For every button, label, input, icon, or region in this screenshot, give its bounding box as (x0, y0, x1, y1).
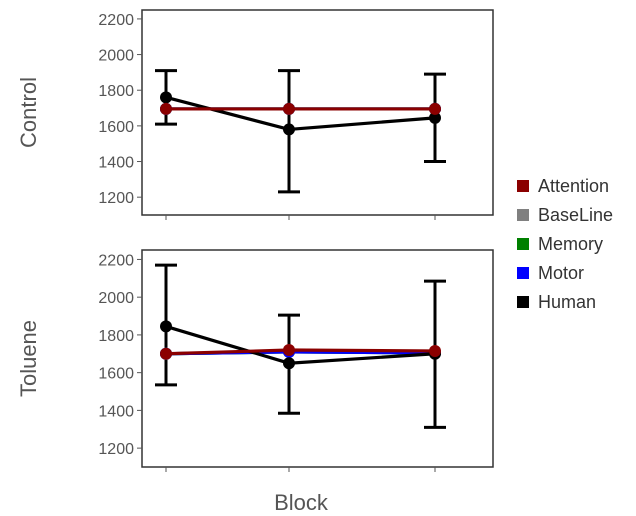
data-point (283, 344, 295, 357)
panel-label: Control (16, 77, 41, 148)
y-tick-label: 1200 (98, 190, 134, 207)
legend-label: Motor (538, 263, 584, 283)
data-point (429, 111, 441, 124)
y-tick-label: 1600 (98, 119, 134, 136)
data-point (160, 347, 172, 360)
data-point (160, 102, 172, 115)
legend-swatch (517, 296, 529, 308)
y-tick-label: 1400 (98, 155, 134, 172)
data-point (283, 357, 295, 370)
legend: Attention BaseLine Memory Motor Human (517, 176, 613, 312)
panels: 120014001600180020002200Control120014001… (16, 9, 494, 472)
y-tick-label: 1400 (98, 403, 134, 420)
series-attention (160, 344, 441, 360)
data-point (283, 123, 295, 136)
y-tick-label: 2000 (98, 290, 134, 307)
data-point (160, 320, 172, 333)
series-attention (160, 102, 441, 115)
panel-toluene: 1200 1400 1600 1800 2000 2200 Toluene (16, 249, 494, 472)
y-tick-label: 2200 (98, 12, 134, 29)
legend-item-memory: Memory (517, 234, 603, 254)
y-tick-label: 1800 (98, 83, 134, 100)
y-tick-label: 1600 (98, 366, 134, 383)
legend-item-attention: Attention (517, 176, 609, 196)
x-axis-title: Block (274, 490, 329, 515)
legend-label: Attention (538, 176, 609, 196)
data-point (429, 344, 441, 357)
legend-swatch (517, 180, 529, 192)
panel-label: Toluene (16, 320, 41, 397)
y-tick-label: 1200 (98, 441, 134, 458)
legend-label: BaseLine (538, 205, 613, 225)
legend-swatch (517, 209, 529, 221)
legend-label: Memory (538, 234, 603, 254)
legend-item-baseline: BaseLine (517, 205, 613, 225)
y-tick-label: 2000 (98, 48, 134, 65)
legend-swatch (517, 238, 529, 250)
data-point (429, 102, 441, 115)
legend-item-human: Human (517, 292, 596, 312)
legend-item-motor: Motor (517, 263, 584, 283)
y-tick-label: 2200 (98, 252, 134, 269)
panel-frame (141, 9, 494, 216)
legend-label: Human (538, 292, 596, 312)
data-point (160, 91, 172, 104)
legend-swatch (517, 267, 529, 279)
y-tick-label: 1800 (98, 328, 134, 345)
panel-control: 1200 1400 1600 1800 2000 2200 Control (16, 9, 494, 220)
data-point (283, 102, 295, 115)
